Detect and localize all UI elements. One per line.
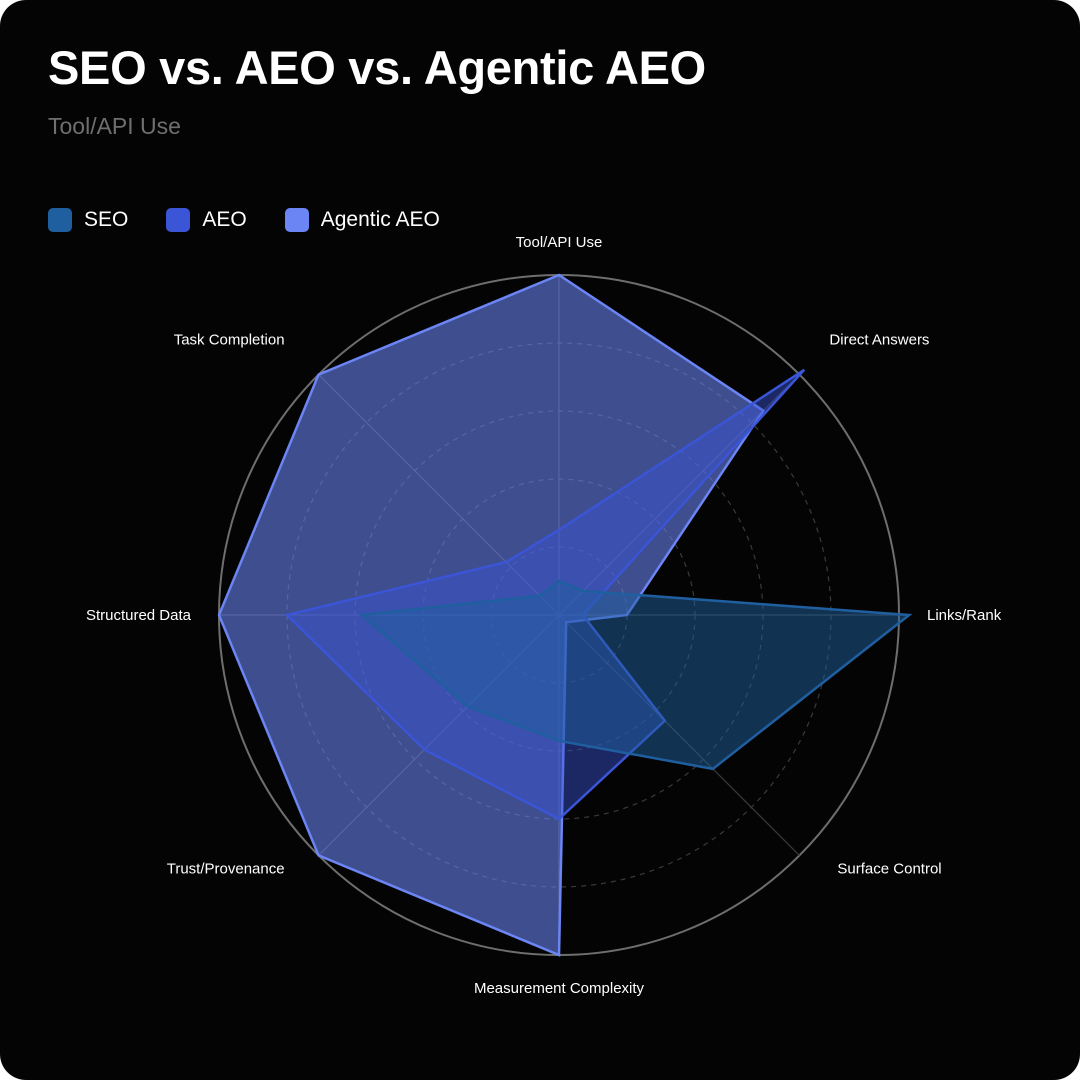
legend-label-agentic-aeo: Agentic AEO	[320, 208, 440, 231]
series-seo-polygon	[358, 579, 913, 771]
legend-label-aeo: AEO	[202, 208, 247, 231]
chart-title: SEO vs. AEO vs. Agentic AEO	[48, 41, 706, 94]
legend-item-agentic-aeo: Agentic AEO	[284, 208, 440, 232]
chart-subtitle: Tool/API Use	[48, 113, 181, 139]
axis-label-links-rank: Links/Rank	[927, 607, 1002, 624]
legend: SEO AEO Agentic AEO	[48, 208, 478, 232]
legend-label-seo: SEO	[84, 208, 129, 231]
axis-label-measurement-complexity: Measurement Complexity	[474, 980, 645, 997]
axis-label-direct-answers: Direct Answers	[829, 332, 929, 349]
legend-item-seo: SEO	[48, 208, 128, 232]
axis-label-surface-control: Surface Control	[837, 860, 941, 877]
axis-label-trust-provenance: Trust/Provenance	[167, 860, 285, 877]
axis-label-task-completion: Task Completion	[174, 332, 285, 349]
legend-swatch-agentic-aeo	[284, 208, 309, 232]
legend-swatch-aeo	[166, 208, 191, 232]
legend-item-aeo: AEO	[166, 208, 247, 232]
axis-label-structured-data: Structured Data	[86, 607, 192, 624]
axis-label-tool-api-use: Tool/API Use	[516, 234, 603, 251]
legend-swatch-seo	[48, 208, 72, 232]
